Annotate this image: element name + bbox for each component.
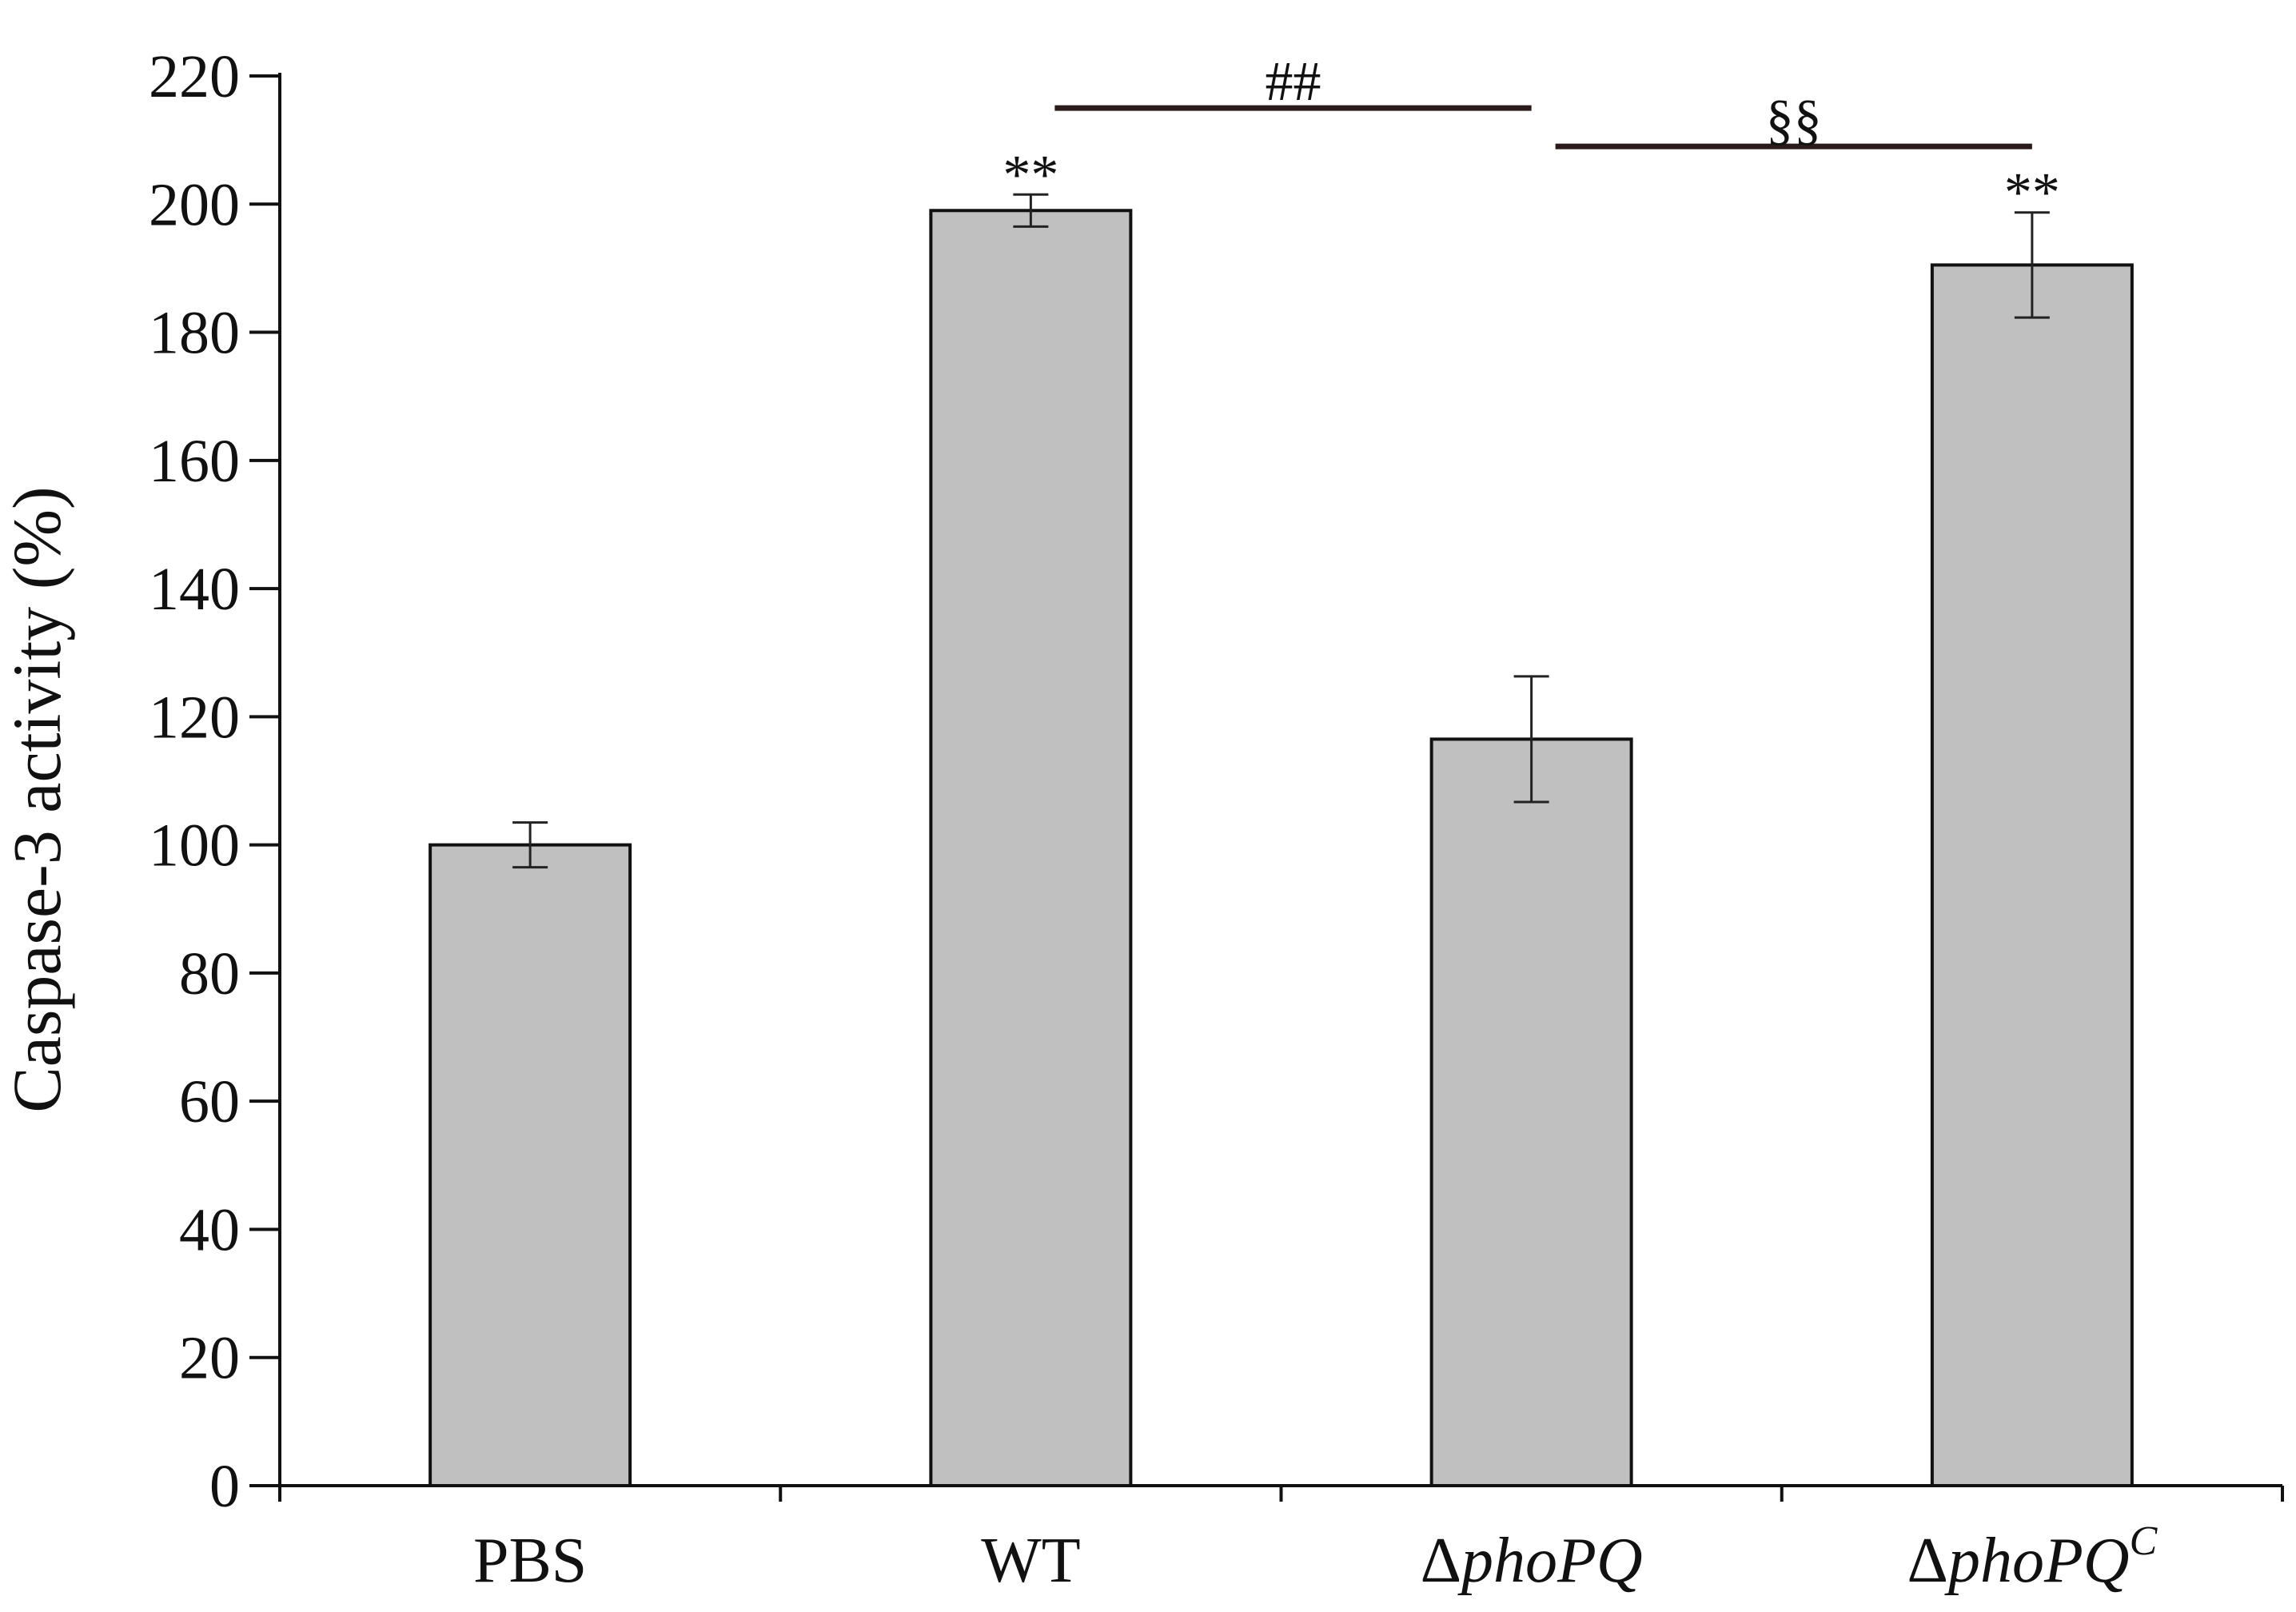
y-tick-label-0: 0 [209, 1453, 240, 1520]
y-tick-label-20: 20 [179, 1325, 240, 1392]
y-axis-title: Caspase-3 activity (%) [0, 486, 75, 1112]
bar-1 [929, 209, 1133, 1487]
y-tick-label-120: 120 [149, 684, 240, 751]
error-bars [512, 193, 2050, 869]
axes: 0 20 40 60 80 100 120 140 160 180 200 220 PBS WT ΔphoP… [149, 43, 2284, 1596]
comparison-label-1: §§ [1766, 90, 1822, 151]
significance-stars-0: ** [1003, 144, 1058, 205]
y-tick-label-100: 100 [149, 812, 240, 880]
y-tick-label-140: 140 [149, 556, 240, 623]
y-tick-label-180: 180 [149, 300, 240, 367]
y-tick-label-80: 80 [179, 940, 240, 1008]
x-tick-label-1: WT [981, 1526, 1080, 1596]
bar-3 [1930, 263, 2134, 1488]
y-tick-label-200: 200 [149, 171, 240, 238]
y-tick-label-220: 220 [149, 43, 240, 110]
bar-2 [1429, 737, 1633, 1487]
y-tick-label-160: 160 [149, 428, 240, 495]
bars [429, 209, 2134, 1488]
y-tick-label-40: 40 [179, 1196, 240, 1263]
y-tick-label-60: 60 [179, 1068, 240, 1135]
comparison-label-0: ## [1266, 51, 1321, 113]
x-tick-label-3: ΔphoPQC [1907, 1518, 2158, 1596]
bar-0 [429, 843, 632, 1487]
significance-stars-1: ** [2004, 162, 2060, 224]
x-tick-label-0: PBS [473, 1526, 587, 1596]
x-tick-label-2: ΔphoPQ [1421, 1526, 1643, 1596]
annotations: ** ** ## §§ [1003, 51, 2060, 224]
